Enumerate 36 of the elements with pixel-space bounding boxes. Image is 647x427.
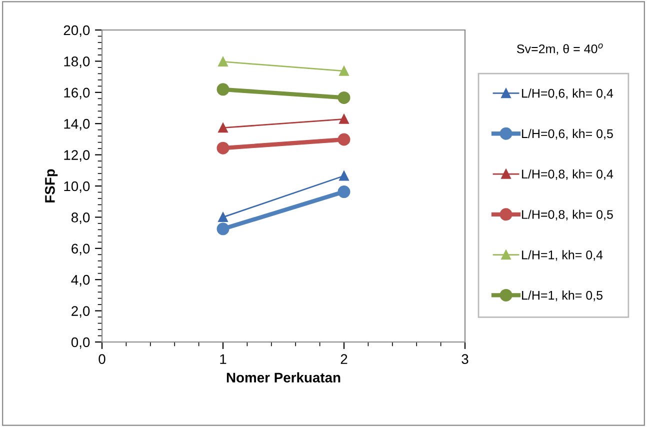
x-tick-label: 0 [98, 354, 106, 364]
x-tick-label: 1 [220, 354, 226, 364]
y-tick-label: 12,0 [64, 150, 90, 162]
legend-label: L/H=0,6, kh= 0,5 [522, 128, 613, 140]
legend-label: L/H=0,8, kh= 0,4 [522, 169, 614, 180]
y-tick-label: 0,0 [71, 337, 90, 349]
y-tick-label: 2,0 [72, 306, 90, 318]
point [339, 66, 349, 76]
point [216, 222, 230, 236]
x-tick-label: 2 [340, 354, 348, 364]
legend-label: L/H=0,6, kh= 0,4 [522, 88, 614, 100]
y-tick-label: 20,0 [64, 25, 90, 37]
legend-label: L/H=1, kh= 0,4 [522, 250, 603, 261]
point [338, 91, 350, 104]
y-tick-label: 14,0 [64, 118, 90, 130]
point [218, 56, 228, 67]
point [339, 114, 349, 124]
y-tick-label: 4,0 [71, 274, 90, 286]
point [338, 186, 350, 198]
x-axis-title: Nomer Perkuatan [226, 372, 340, 383]
point [339, 171, 349, 181]
point [218, 122, 228, 133]
point [216, 83, 230, 96]
x-tick-label: 3 [462, 354, 468, 364]
legend-label: L/H=1, kh= 0,5 [522, 290, 602, 302]
point [216, 142, 230, 154]
y-axis-title: FSFp [45, 169, 58, 202]
point [338, 133, 350, 146]
point [218, 212, 228, 222]
y-tick-label: 6,0 [72, 244, 90, 256]
y-tick-label: 8,0 [71, 212, 90, 224]
y-tick-label: 10,0 [64, 181, 90, 193]
y-tick-label: 18,0 [64, 56, 90, 68]
y-tick-label: 16,0 [64, 88, 90, 100]
text: Sv=2m, θ = 40$^{o}$ [517, 43, 603, 55]
legend-label: L/H=0,8, kh= 0,5 [522, 210, 613, 220]
